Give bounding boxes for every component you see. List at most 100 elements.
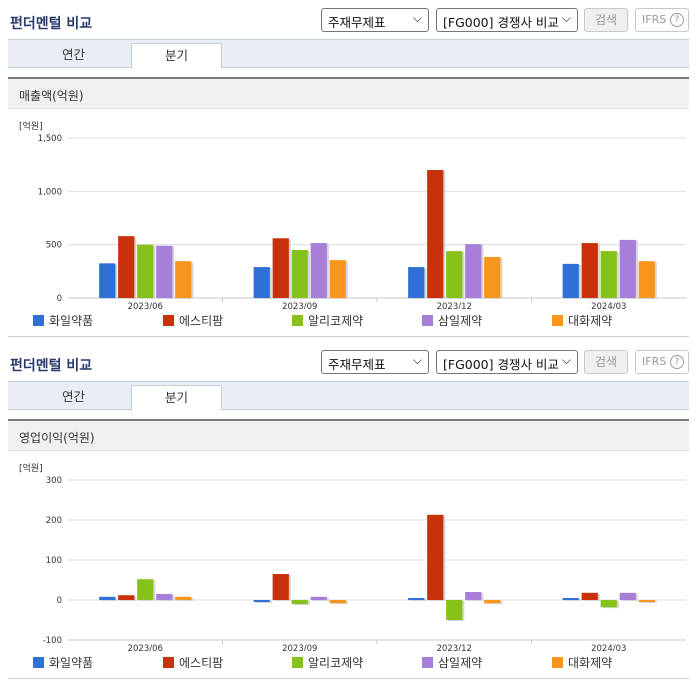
bar[interactable] [137,579,154,600]
bar[interactable] [156,594,173,600]
fundamental-panel-revenue: 펀더멘털 비교 주재무제표 ⌵ [FG000] 경쟁사 비교 ⌵ 검색 IFRS… [8,8,689,337]
statement-select-value: 주재무제표 [328,15,386,30]
bar[interactable] [175,261,192,298]
legend-label: 알리코제약 [308,656,364,670]
bar[interactable] [272,574,289,600]
bar[interactable] [581,592,598,600]
period-tabs: 연간 분기 [8,381,689,411]
search-button[interactable]: 검색 [584,350,628,374]
x-tick-label: 2023/06 [128,644,163,651]
y-axis-unit: [억원] [19,122,43,132]
bar[interactable] [465,244,482,298]
x-tick-label: 2023/09 [282,302,317,309]
bar[interactable] [562,598,579,600]
ifrs-button[interactable]: IFRS ? [635,8,689,32]
bar[interactable] [329,260,346,298]
bar[interactable] [253,600,270,602]
legend-item[interactable]: 화일약품 [33,654,93,671]
bar-chart-operating-profit: -100 0 100 200 300 2023/06 2023/09 2023/12 2024/… [43,476,686,651]
legend-item[interactable]: 에스티팜 [163,312,223,329]
bar[interactable] [427,170,444,298]
legend-item[interactable]: 알리코제약 [292,654,363,671]
legend-label: 삼일제약 [438,314,483,328]
bar[interactable] [484,256,501,298]
bar[interactable] [446,600,463,620]
legend-label: 알리코제약 [308,314,364,328]
bar[interactable] [118,236,135,298]
tab-quarterly[interactable]: 분기 [131,385,222,411]
ifrs-label: IFRS [642,13,667,26]
bar[interactable] [175,596,192,600]
bar[interactable] [446,251,463,298]
chart-legend: 화일약품 에스티팜 알리코제약 삼일제약 대화제약 [8,654,689,670]
panel-title: 펀더멘털 비교 [10,358,93,374]
legend-item[interactable]: 삼일제약 [422,312,482,329]
ifrs-button[interactable]: IFRS ? [635,350,689,374]
panel-title: 펀더멘털 비교 [10,16,93,32]
bar[interactable] [156,245,173,298]
y-tick-label: -100 [43,636,62,646]
legend-swatch [163,657,174,668]
panel-header: 펀더멘털 비교 주재무제표 ⌵ [FG000] 경쟁사 비교 ⌵ 검색 IFRS… [0,342,696,382]
fundamental-panel-operating-profit: 펀더멘털 비교 주재무제표 ⌵ [FG000] 경쟁사 비교 ⌵ 검색 IFRS… [0,342,696,684]
bar[interactable] [581,243,598,298]
chart-legend: 화일약품 에스티팜 알리코제약 삼일제약 대화제약 [8,312,689,328]
legend-swatch [422,657,433,668]
legend-item[interactable]: 알리코제약 [292,312,363,329]
bar[interactable] [600,600,617,608]
x-tick-label: 2023/06 [128,302,163,309]
bar[interactable] [600,251,617,298]
bar[interactable] [291,250,308,298]
bar[interactable] [137,244,154,298]
legend-swatch [552,657,563,668]
bar[interactable] [484,600,501,604]
bar[interactable] [291,600,308,604]
bar[interactable] [310,243,327,298]
bar[interactable] [619,239,636,298]
bar[interactable] [638,600,655,602]
legend-item[interactable]: 삼일제약 [422,654,482,671]
compare-select-value: [FG000] 경쟁사 비교 [443,15,559,30]
bar[interactable] [329,600,346,604]
chart-container: 영업이익(억원) [억원] -100 0 100 200 300 2023/06 2023/… [8,419,689,679]
bar[interactable] [99,596,116,600]
y-tick-label: 1,500 [38,134,62,144]
bar[interactable] [619,592,636,600]
bar[interactable] [408,267,425,298]
tab-annual[interactable]: 연간 [61,47,85,62]
bar[interactable] [99,263,116,298]
x-tick-label: 2023/12 [437,302,472,309]
bar[interactable] [118,595,135,600]
bar[interactable] [427,514,444,600]
compare-select[interactable]: [FG000] 경쟁사 비교 ⌵ [436,8,578,32]
ifrs-label: IFRS [642,355,667,368]
x-tick-label: 2023/09 [282,644,317,651]
chart-container: 매출액(억원) [억원] 0 500 1,000 1,500 2023/06 2023/0… [8,77,689,337]
legend-item[interactable]: 대화제약 [552,312,612,329]
compare-select[interactable]: [FG000] 경쟁사 비교 ⌵ [436,350,578,374]
legend-swatch [422,315,433,326]
tab-quarterly[interactable]: 분기 [131,43,222,69]
bar[interactable] [562,263,579,298]
bar[interactable] [408,598,425,600]
legend-item[interactable]: 화일약품 [33,312,93,329]
legend-item[interactable]: 대화제약 [552,654,612,671]
legend-label: 에스티팜 [179,314,224,328]
bar[interactable] [310,596,327,600]
statement-select[interactable]: 주재무제표 ⌵ [321,8,429,32]
bar[interactable] [465,592,482,600]
legend-label: 화일약품 [49,656,94,670]
y-tick-label: 0 [57,596,62,606]
bar[interactable] [272,238,289,298]
legend-label: 대화제약 [568,656,613,670]
chart-header: 매출액(억원) [8,79,689,109]
x-tick-label: 2023/12 [437,644,472,651]
chevron-down-icon: ⌵ [412,11,422,25]
bar[interactable] [253,267,270,298]
statement-select[interactable]: 주재무제표 ⌵ [321,350,429,374]
search-button[interactable]: 검색 [584,8,628,32]
legend-item[interactable]: 에스티팜 [163,654,223,671]
y-tick-label: 300 [46,476,62,486]
tab-annual[interactable]: 연간 [61,389,85,404]
bar[interactable] [638,261,655,298]
